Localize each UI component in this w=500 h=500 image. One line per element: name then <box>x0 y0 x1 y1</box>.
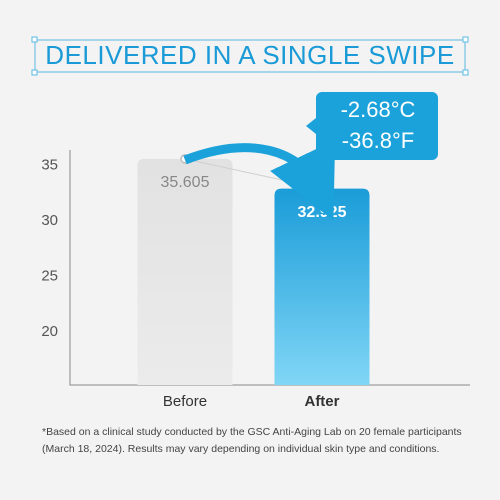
y-tick-label: 35 <box>41 157 58 174</box>
title-handles <box>31 36 469 76</box>
value-label: 35.605 <box>161 174 210 191</box>
footnote: (March 18, 2024). Results may vary depen… <box>42 443 439 455</box>
arrow <box>183 140 336 221</box>
y-tick-label: 20 <box>41 323 58 340</box>
bar <box>137 158 233 385</box>
bar <box>274 188 370 385</box>
title-box <box>34 39 466 73</box>
x-tick-label: After <box>304 393 339 410</box>
chart-title: DELIVERED IN A SINGLE SWIPE <box>45 40 454 70</box>
callout-box <box>306 92 438 160</box>
callout-fahrenheit: -36.8°F <box>342 128 414 153</box>
y-tick-label: 25 <box>41 267 58 284</box>
x-tick-label: Before <box>163 393 207 410</box>
footnote: *Based on a clinical study conducted by … <box>42 426 462 438</box>
axes <box>69 150 470 386</box>
callout-celsius: -2.68°C <box>341 97 416 122</box>
y-tick-label: 30 <box>41 212 58 229</box>
value-label: 32.925 <box>298 204 347 221</box>
